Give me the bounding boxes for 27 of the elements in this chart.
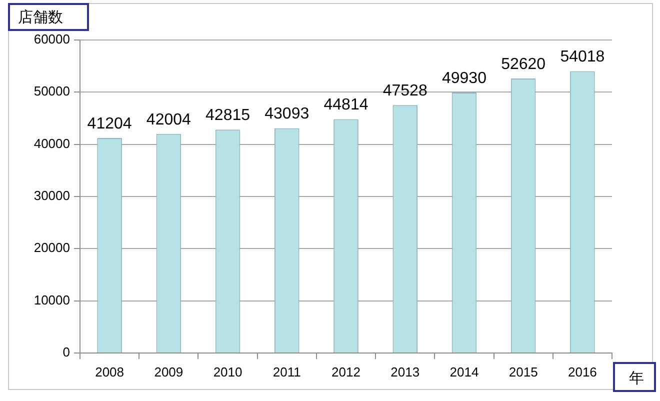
x-tick-label: 2009 bbox=[154, 364, 184, 380]
x-tick-label: 2013 bbox=[390, 364, 420, 380]
y-tick-label: 10000 bbox=[34, 292, 70, 308]
x-tick-label: 2008 bbox=[95, 364, 124, 380]
y-tick-label: 60000 bbox=[34, 32, 70, 47]
data-label: 41204 bbox=[87, 115, 132, 132]
data-label: 44814 bbox=[324, 96, 368, 114]
data-label: 54018 bbox=[560, 48, 605, 66]
y-tick-label: 50000 bbox=[34, 84, 70, 99]
x-tick-label: 2014 bbox=[450, 364, 479, 380]
y-tick-label: 30000 bbox=[34, 188, 70, 204]
data-label: 47528 bbox=[382, 82, 428, 100]
data-label: 43093 bbox=[264, 106, 310, 123]
data-label: 52620 bbox=[501, 56, 546, 73]
y-tick-label: 0 bbox=[62, 344, 70, 360]
x-tick-label: 2011 bbox=[272, 364, 301, 380]
data-label: 42004 bbox=[146, 111, 192, 128]
y-axis-title: 店舗数 bbox=[8, 3, 89, 31]
x-tick-label: 2012 bbox=[332, 364, 360, 380]
x-tick-label: 2010 bbox=[213, 364, 242, 380]
data-label: 42815 bbox=[206, 107, 250, 124]
x-axis-title: 年 bbox=[613, 362, 656, 392]
y-tick-label: 40000 bbox=[34, 136, 70, 151]
x-tick-label: 2016 bbox=[568, 364, 597, 380]
y-tick-label: 20000 bbox=[34, 240, 70, 256]
x-tick-label: 2015 bbox=[508, 364, 538, 380]
data-label: 49930 bbox=[442, 70, 487, 87]
